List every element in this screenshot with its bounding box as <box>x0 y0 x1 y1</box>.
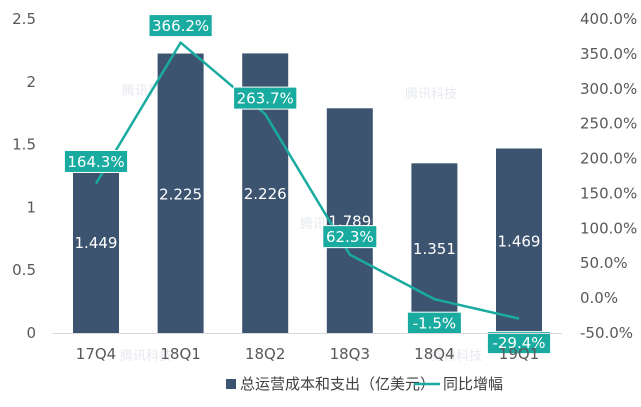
bar <box>411 163 458 333</box>
right-axis: -50.0% 0.0% 50.0% 100.0% 150.0% 200.0% 250.0% 3… <box>580 10 637 342</box>
x-axis: 17Q4 18Q1 18Q2 18Q3 18Q4 19Q1 <box>52 333 562 363</box>
left-tick-label: 1.5 <box>12 136 36 154</box>
bar-series <box>73 53 542 333</box>
line-value-label: 164.3% <box>63 149 129 173</box>
line-label-text: -29.4% <box>492 334 545 352</box>
bar <box>157 53 204 333</box>
line-label-box <box>322 225 378 249</box>
left-tick-label: 2 <box>26 73 36 91</box>
x-tick-label: 19Q1 <box>499 345 539 363</box>
legend-bar-label: 总运营成本和支出（亿美元） <box>240 375 435 393</box>
left-tick-label: 0 <box>26 324 36 342</box>
line-value-label: 263.7% <box>233 86 298 110</box>
x-tick-label: 18Q1 <box>160 345 200 363</box>
line-label-text: 164.3% <box>67 153 124 171</box>
x-tick-label: 18Q4 <box>414 345 454 363</box>
watermark-text: 腾讯科技 <box>430 348 482 364</box>
bar-value-label: 2.225 <box>159 185 202 203</box>
line-value-label: -1.5% <box>406 311 462 335</box>
bar <box>326 108 373 333</box>
left-tick-label: 2.5 <box>12 10 36 28</box>
line-label-box <box>406 311 462 335</box>
legend-bar-swatch <box>226 379 236 389</box>
growth-line <box>94 41 520 320</box>
line-value-label: 62.3% <box>322 225 378 249</box>
line-label-box <box>148 14 213 38</box>
line-label-text: 366.2% <box>152 17 209 35</box>
right-tick-label: 150.0% <box>580 184 637 202</box>
right-tick-label: 0.0% <box>580 289 618 307</box>
watermark-text: 腾讯科技 <box>405 86 457 102</box>
bar <box>496 148 542 333</box>
legend-line-label: 同比增幅 <box>443 375 503 393</box>
right-tick-label: 200.0% <box>580 150 637 168</box>
x-tick-label: 17Q4 <box>76 345 116 363</box>
bar-value-label: 1.469 <box>498 233 541 251</box>
right-tick-label: 350.0% <box>580 45 637 63</box>
x-tick-label: 18Q3 <box>330 345 370 363</box>
right-tick-label: 250.0% <box>580 115 637 133</box>
right-tick-label: 100.0% <box>580 219 637 237</box>
line-label-box <box>63 149 129 173</box>
watermark-text: 腾讯科技 <box>120 348 172 364</box>
line-value-label: -29.4% <box>486 331 552 355</box>
right-tick-label: 300.0% <box>580 80 637 98</box>
bar-value-label: 1.351 <box>413 240 456 258</box>
right-tick-label: 400.0% <box>580 10 637 28</box>
bar-value-label: 1.449 <box>75 234 118 252</box>
line-label-box <box>233 86 298 110</box>
right-tick-label: -50.0% <box>580 324 633 342</box>
line-series <box>94 41 520 320</box>
x-tick-label: 18Q2 <box>245 345 285 363</box>
line-label-text: 62.3% <box>326 228 374 246</box>
right-tick-label: 50.0% <box>580 254 628 272</box>
line-value-label: 366.2% <box>148 14 213 38</box>
bar-value-label: 2.226 <box>244 185 287 203</box>
left-axis: 0 0.5 1 1.5 2 2.5 <box>12 10 36 342</box>
left-tick-label: 0.5 <box>12 261 36 279</box>
line-value-labels: 164.3% 366.2% 263.7% 62.3% -1.5% -29.4% <box>63 14 552 355</box>
line-label-box <box>486 331 552 355</box>
line-label-text: -1.5% <box>413 315 457 333</box>
left-tick-label: 1 <box>26 198 36 216</box>
line-label-text: 263.7% <box>237 90 294 108</box>
legend: 总运营成本和支出（亿美元） 同比增幅 <box>226 375 503 393</box>
